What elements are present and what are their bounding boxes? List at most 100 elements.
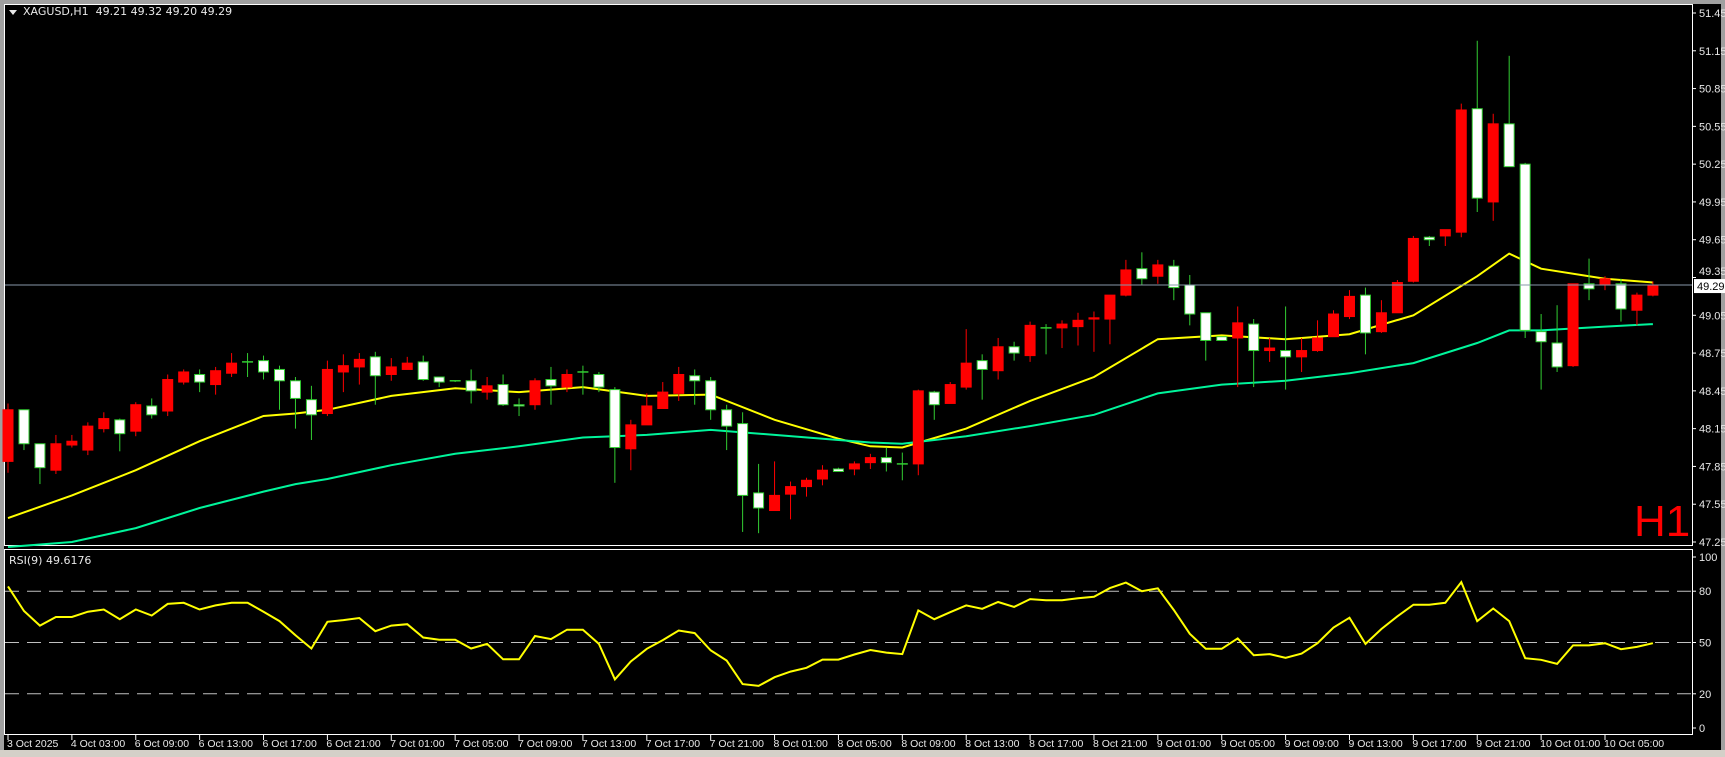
- candle-body: [481, 385, 493, 393]
- bull-candle: [816, 465, 828, 486]
- candle-body: [880, 457, 892, 464]
- candle-body: [162, 379, 174, 412]
- bull-candle: [1312, 320, 1324, 352]
- candle-body: [753, 492, 765, 509]
- bear-candle: [1615, 278, 1627, 322]
- bear-candle: [497, 374, 509, 406]
- bear-candle: [689, 369, 701, 405]
- candle-body: [321, 368, 333, 415]
- candle-body: [1216, 336, 1228, 341]
- bear-candle: [1168, 259, 1180, 301]
- price-axis[interactable]: 51.45 51.15 50.85 50.55 50.25 49.95 49.65 49.35…: [1692, 8, 1725, 549]
- time-tick-label: 7 Oct 21:00: [710, 738, 764, 750]
- time-tick-label: 6 Oct 21:00: [326, 738, 380, 750]
- bull-candle: [1120, 259, 1132, 297]
- candle-body: [1280, 350, 1292, 358]
- bear-candle: [194, 369, 206, 393]
- candle-body: [912, 390, 924, 465]
- bear-candle: [1200, 312, 1212, 361]
- candle-body: [785, 486, 797, 495]
- candle-body: [401, 362, 413, 370]
- candle-body: [864, 457, 876, 464]
- bear-candle: [513, 398, 525, 417]
- chart-background: [4, 4, 1721, 750]
- candle-body: [673, 373, 685, 394]
- bear-candle: [1359, 287, 1371, 355]
- price-tick-label: 47.85: [1699, 461, 1725, 473]
- bull-candle: [657, 382, 669, 409]
- candle-body: [497, 384, 509, 406]
- doji-candle: [242, 353, 254, 378]
- candle-body: [1296, 350, 1308, 358]
- bull-candle: [2, 403, 14, 473]
- price-tick-label: 50.25: [1699, 159, 1725, 171]
- bull-candle: [1232, 306, 1244, 388]
- bull-candle: [1439, 229, 1451, 247]
- time-tick-label: 7 Oct 09:00: [518, 738, 572, 750]
- time-tick-label: 4 Oct 03:00: [71, 738, 125, 750]
- bull-candle: [769, 461, 781, 512]
- bear-candle: [721, 404, 733, 451]
- time-tick-label: 7 Oct 17:00: [646, 738, 700, 750]
- bull-candle: [864, 453, 876, 469]
- bull-candle: [1375, 300, 1387, 333]
- price-tick-label: 51.45: [1699, 8, 1725, 20]
- candle-body: [1439, 229, 1451, 237]
- candle-body: [305, 399, 317, 416]
- dropdown-triangle-icon[interactable]: [9, 9, 17, 15]
- bear-candle: [369, 351, 381, 405]
- bull-candle: [226, 353, 238, 378]
- candle-body: [465, 380, 477, 392]
- bull-candle: [1104, 294, 1116, 345]
- rsi-tick-label: 0: [1699, 723, 1705, 735]
- candle-body: [273, 368, 285, 382]
- candle-body: [1008, 346, 1020, 354]
- candle-body: [226, 362, 238, 374]
- candle-body: [769, 494, 781, 512]
- candle-body: [258, 360, 270, 373]
- candle-body: [34, 443, 46, 469]
- time-tick-label: 9 Oct 01:00: [1157, 738, 1211, 750]
- candle-body: [1631, 294, 1643, 311]
- candle-body: [66, 440, 78, 446]
- time-tick-label: 6 Oct 17:00: [263, 738, 317, 750]
- bull-candle: [1455, 103, 1467, 238]
- candle-body: [1120, 269, 1132, 296]
- bull-candle: [337, 354, 349, 393]
- bear-candle: [1471, 40, 1483, 213]
- bull-candle: [162, 374, 174, 417]
- bull-candle: [50, 434, 62, 474]
- bear-candle: [1583, 258, 1595, 301]
- doji-candle: [1040, 324, 1052, 355]
- bear-candle: [753, 463, 765, 534]
- bear-candle: [1503, 55, 1515, 168]
- candle-body: [50, 443, 62, 471]
- chart-header: XAGUSD,H1 49.21 49.32 49.20 49.29: [9, 5, 232, 18]
- bull-candle: [561, 369, 573, 393]
- bull-candle: [785, 481, 797, 520]
- candle-body: [689, 375, 701, 382]
- slow-moving-average-line: [7, 323, 1653, 548]
- bull-candle: [385, 358, 397, 381]
- time-axis[interactable]: 3 Oct 2025 4 Oct 03:00 6 Oct 09:00 6 Oct 13…: [7, 735, 1664, 750]
- candles: [2, 40, 1659, 534]
- candle-body: [1056, 323, 1068, 329]
- bear-candle: [1008, 341, 1020, 361]
- candle-body: [1551, 342, 1563, 368]
- bull-candle: [1264, 337, 1276, 362]
- bull-candle: [1024, 321, 1036, 362]
- bear-candle: [1280, 306, 1292, 390]
- bear-candle: [976, 354, 988, 400]
- rsi-line: [7, 580, 1654, 687]
- candle-body: [721, 409, 733, 427]
- time-tick-label: 8 Oct 21:00: [1093, 738, 1147, 750]
- candle-body: [369, 356, 381, 377]
- candle-body: [1567, 283, 1579, 367]
- bear-candle: [593, 371, 605, 393]
- candle-body: [210, 370, 222, 386]
- candle-body: [98, 418, 110, 430]
- price-tick-label: 49.05: [1699, 310, 1725, 322]
- bull-candle: [944, 382, 956, 404]
- bull-candle: [673, 366, 685, 401]
